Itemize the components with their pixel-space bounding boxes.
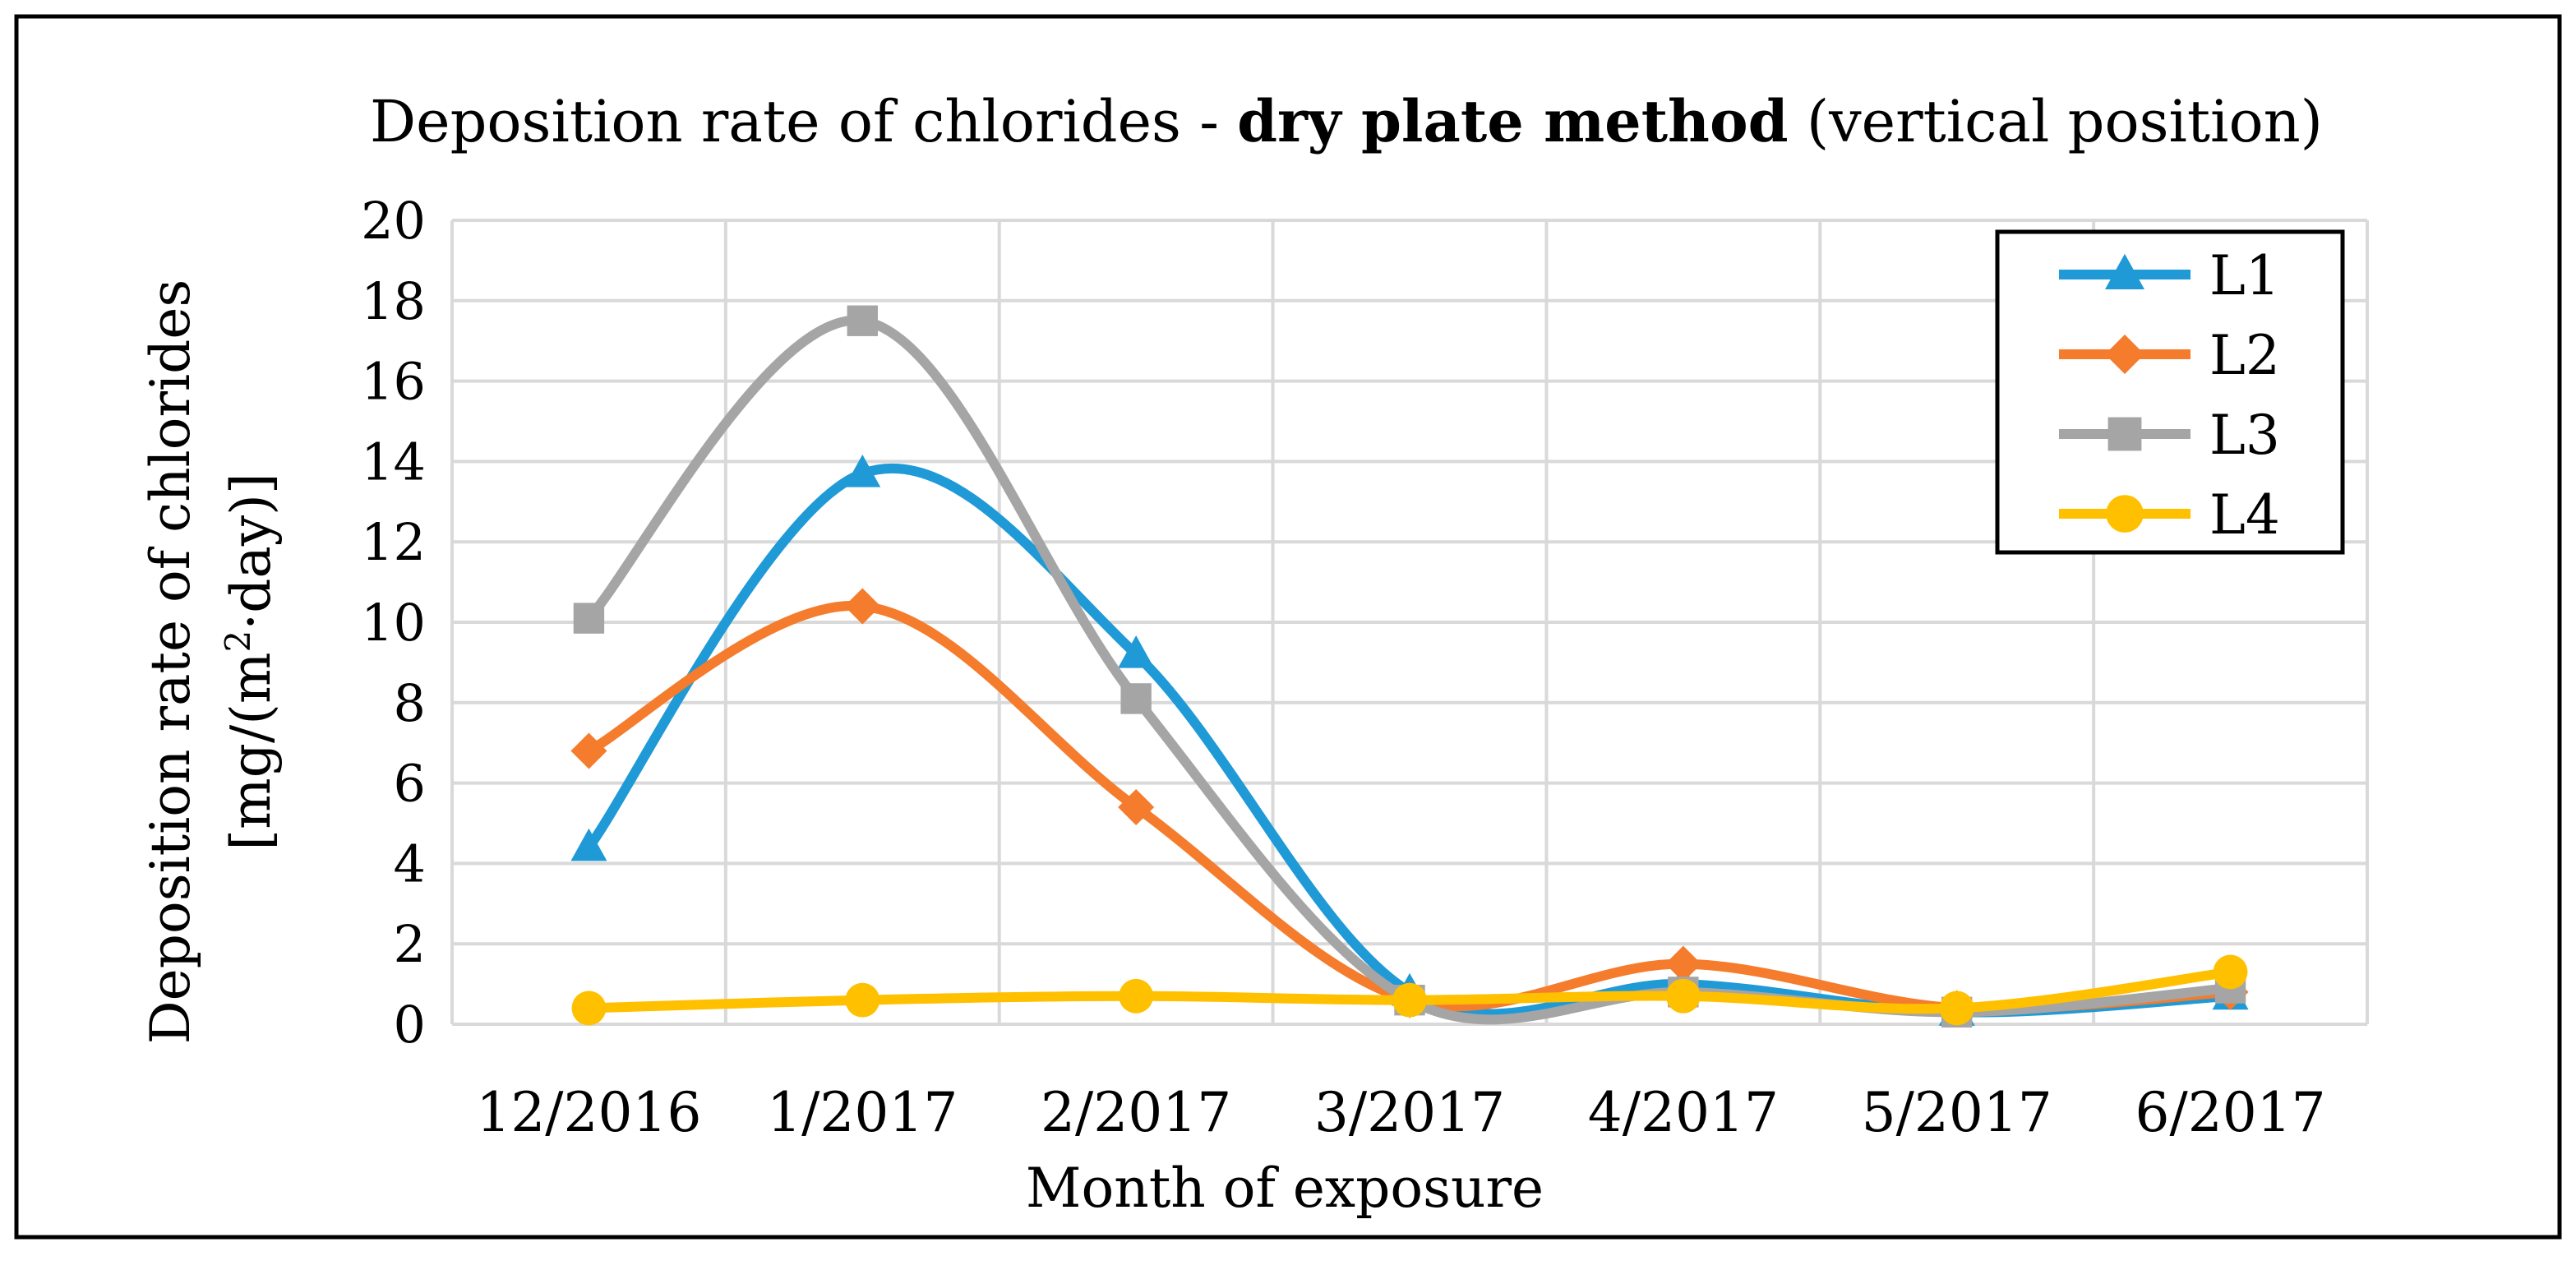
y-tick-label-0: 0 (394, 995, 426, 1055)
y-tick-label-2: 4 (394, 834, 426, 894)
chart-title-prefix: Deposition rate of chlorides - (370, 88, 1237, 155)
legend-label-L3: L3 (2209, 404, 2280, 467)
legend-item-L4: L4 (2059, 483, 2280, 547)
series-L3-point-1 (847, 305, 878, 336)
y-tick-label-3: 6 (394, 754, 426, 814)
y-tick-label-7: 14 (361, 432, 426, 492)
legend-marker-L2 (2105, 335, 2144, 374)
legend-label-L2: L2 (2209, 324, 2280, 387)
y-axis-label-line2: [mg/(m2·day)] (218, 473, 284, 850)
y-axis-label-pre: [mg/(m (219, 652, 283, 850)
series-L2-point-0 (570, 732, 607, 769)
legend-marker-L4 (2106, 495, 2144, 533)
chart-title-suffix: (vertical position) (1789, 88, 2323, 155)
y-axis-label-line1: Deposition rate of chlorides (139, 279, 202, 1045)
x-tick-labels: 12/2016 1/2017 2/2017 3/2017 4/2017 5/2017 6/2… (476, 1081, 2325, 1144)
series-L3-point-0 (573, 603, 605, 634)
y-tick-label-1: 2 (394, 914, 426, 974)
series-L4-point-1 (845, 982, 880, 1018)
y-tick-label-6: 12 (361, 512, 426, 572)
series-L4-point-0 (571, 991, 607, 1026)
series-L4-point-5 (1939, 991, 1974, 1026)
series-L2-point-1 (844, 588, 881, 625)
legend-marker-L1 (2105, 253, 2144, 289)
legend-label-L4: L4 (2209, 483, 2280, 547)
series-L4-point-6 (2213, 954, 2248, 990)
y-tick-label-10: 20 (361, 191, 426, 251)
series-L1-point-0 (570, 828, 607, 861)
x-tick-label-6: 6/2017 (2135, 1081, 2325, 1144)
legend-label-L1: L1 (2209, 244, 2280, 307)
legend: L1 L2 L3 L4 (1995, 229, 2345, 555)
series-L1-point-2 (1118, 635, 1155, 668)
y-tick-label-9: 18 (361, 271, 426, 331)
legend-items: L1 L2 L3 L4 (2059, 244, 2280, 547)
series-L4-point-3 (1392, 982, 1427, 1018)
y-tick-label-8: 16 (361, 352, 426, 412)
series-L2-point-4 (1664, 945, 1701, 982)
chart-title-bold: dry plate method (1237, 87, 1788, 155)
y-tick-labels: 0 2 4 6 8 10 12 14 16 18 20 (361, 191, 426, 1055)
series-L4-point-2 (1119, 978, 1154, 1014)
x-axis-label: Month of exposure (1026, 1157, 1544, 1220)
series-L4-point-4 (1665, 978, 1701, 1014)
x-tick-label-3: 3/2017 (1314, 1081, 1505, 1144)
x-tick-label-0: 12/2016 (476, 1081, 701, 1144)
series-L4 (571, 954, 2248, 1026)
series-layer (570, 305, 2249, 1028)
legend-marker-L3 (2107, 417, 2142, 451)
y-axis-label-post: ·day)] (219, 473, 283, 630)
legend-item-L2: L2 (2059, 324, 2280, 387)
series-L3-point-2 (1120, 683, 1152, 714)
x-tick-label-4: 4/2017 (1588, 1081, 1779, 1144)
x-tick-label-5: 5/2017 (1862, 1081, 2052, 1144)
x-tick-label-1: 1/2017 (767, 1081, 958, 1144)
y-tick-label-5: 10 (361, 593, 426, 653)
series-L1-point-1 (844, 454, 881, 487)
chart-title: Deposition rate of chlorides - dry plate… (370, 87, 2323, 155)
x-tick-label-2: 2/2017 (1041, 1081, 1231, 1144)
legend-item-L3: L3 (2059, 404, 2280, 467)
legend-box (1995, 229, 2345, 555)
legend-item-L1: L1 (2059, 244, 2280, 307)
series-L2-point-2 (1118, 788, 1155, 825)
y-axis-label-sup: 2 (218, 630, 258, 653)
y-tick-label-4: 8 (394, 673, 426, 733)
